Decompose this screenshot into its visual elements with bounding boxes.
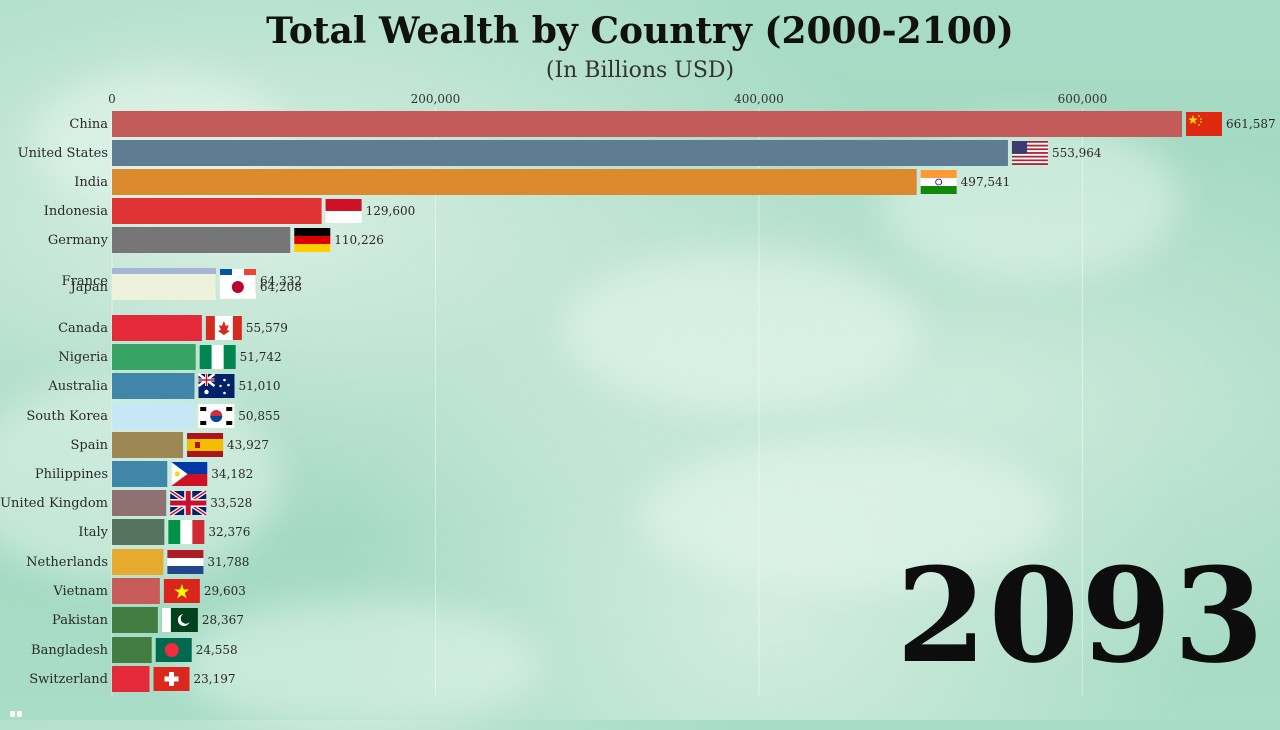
country-label: South Korea: [26, 409, 108, 424]
bar-nigeria: [112, 344, 196, 370]
country-label: Philippines: [35, 467, 108, 482]
country-label: Nigeria: [58, 350, 108, 365]
value-label: 32,376: [208, 525, 250, 539]
country-label: India: [74, 175, 108, 190]
value-label: 110,226: [334, 233, 384, 247]
year-counter: 2093: [896, 539, 1266, 692]
country-label: Germany: [48, 233, 109, 248]
x-tick-label: 200,000: [411, 92, 461, 106]
value-label: 31,788: [207, 555, 249, 569]
value-label: 55,579: [246, 321, 288, 335]
value-label: 50,855: [238, 409, 280, 423]
value-label: 497,541: [961, 175, 1011, 189]
bar-netherlands: [112, 549, 164, 575]
country-label: Bangladesh: [31, 643, 109, 658]
country-label: France: [62, 274, 109, 289]
value-label: 64,208: [260, 280, 302, 294]
bar-spain: [112, 432, 184, 458]
country-label: United Kingdom: [0, 496, 108, 511]
x-tick-label: 400,000: [734, 92, 784, 106]
cloud-decoration: [640, 440, 1060, 590]
bar-southkorea: [112, 403, 195, 429]
play-indicator-icon: [10, 702, 24, 717]
bar-australia: [112, 373, 195, 399]
country-label: Spain: [70, 438, 108, 453]
china-flag-icon: [1186, 112, 1222, 136]
bar-philippines: [112, 461, 168, 487]
value-label: 33,528: [210, 496, 252, 510]
australia-flag-icon: [197, 373, 235, 398]
country-label: Switzerland: [29, 672, 108, 687]
chart-title: Total Wealth by Country (2000-2100): [266, 10, 1014, 52]
x-tick-label: 600,000: [1058, 92, 1108, 106]
cloud-decoration: [180, 600, 540, 730]
indonesia-flag-icon: [325, 199, 362, 223]
chart-subtitle: (In Billions USD): [545, 58, 735, 83]
bar-indonesia: [112, 198, 322, 224]
value-label: 553,964: [1052, 146, 1102, 160]
uk-flag-icon: [169, 489, 208, 517]
canada-flag-icon: [205, 316, 242, 340]
value-label: 29,603: [204, 584, 246, 598]
value-label: 51,742: [240, 350, 282, 364]
value-label: 24,558: [196, 643, 238, 657]
vietnam-flag-icon: [163, 579, 200, 603]
value-label: 23,197: [194, 672, 236, 686]
value-label: 43,927: [227, 438, 269, 452]
germany-flag-icon: [294, 228, 331, 252]
value-label: 64,332: [260, 274, 302, 288]
x-tick-label: 0: [108, 92, 116, 106]
country-label: Netherlands: [26, 555, 108, 570]
india-flag-icon: [920, 170, 957, 194]
country-label: Indonesia: [44, 204, 109, 219]
spain-flag-icon: [187, 433, 224, 457]
bangladesh-flag-icon: [155, 638, 192, 662]
southkorea-flag-icon: [198, 404, 235, 428]
usa-flag-icon: [1011, 141, 1048, 165]
bar-switzerland: [112, 666, 150, 692]
philippines-flag-icon: [171, 462, 208, 486]
bar-japan: [112, 274, 216, 300]
country-label: Canada: [58, 321, 108, 336]
cloud-decoration: [560, 250, 920, 410]
country-label: Pakistan: [52, 613, 109, 628]
netherlands-flag-icon: [167, 550, 204, 574]
switzerland-flag-icon: [153, 667, 190, 691]
bar-pakistan: [112, 607, 158, 633]
value-label: 129,600: [366, 204, 416, 218]
japan-flag-icon: [219, 275, 256, 299]
country-label: Italy: [78, 525, 108, 540]
bar-italy: [112, 519, 165, 545]
value-label: 34,182: [211, 467, 253, 481]
country-label: Japan: [69, 280, 109, 295]
bar-uk: [112, 490, 167, 516]
value-label: 28,367: [202, 613, 244, 627]
bar-bangladesh: [112, 637, 152, 663]
country-label: United States: [18, 146, 108, 161]
bar-vietnam: [112, 578, 160, 604]
value-label: 661,587: [1226, 117, 1276, 131]
value-label: 51,010: [238, 379, 280, 393]
italy-flag-icon: [168, 520, 205, 544]
bar-india: [112, 169, 917, 195]
bar-germany: [112, 227, 291, 253]
bar-canada: [112, 315, 202, 341]
country-label: China: [69, 117, 108, 132]
pakistan-flag-icon: [161, 608, 198, 632]
nigeria-flag-icon: [199, 345, 236, 369]
bar-usa: [112, 140, 1008, 166]
country-label: Vietnam: [52, 584, 108, 599]
country-label: Australia: [47, 379, 108, 394]
bar-china: [112, 111, 1182, 137]
